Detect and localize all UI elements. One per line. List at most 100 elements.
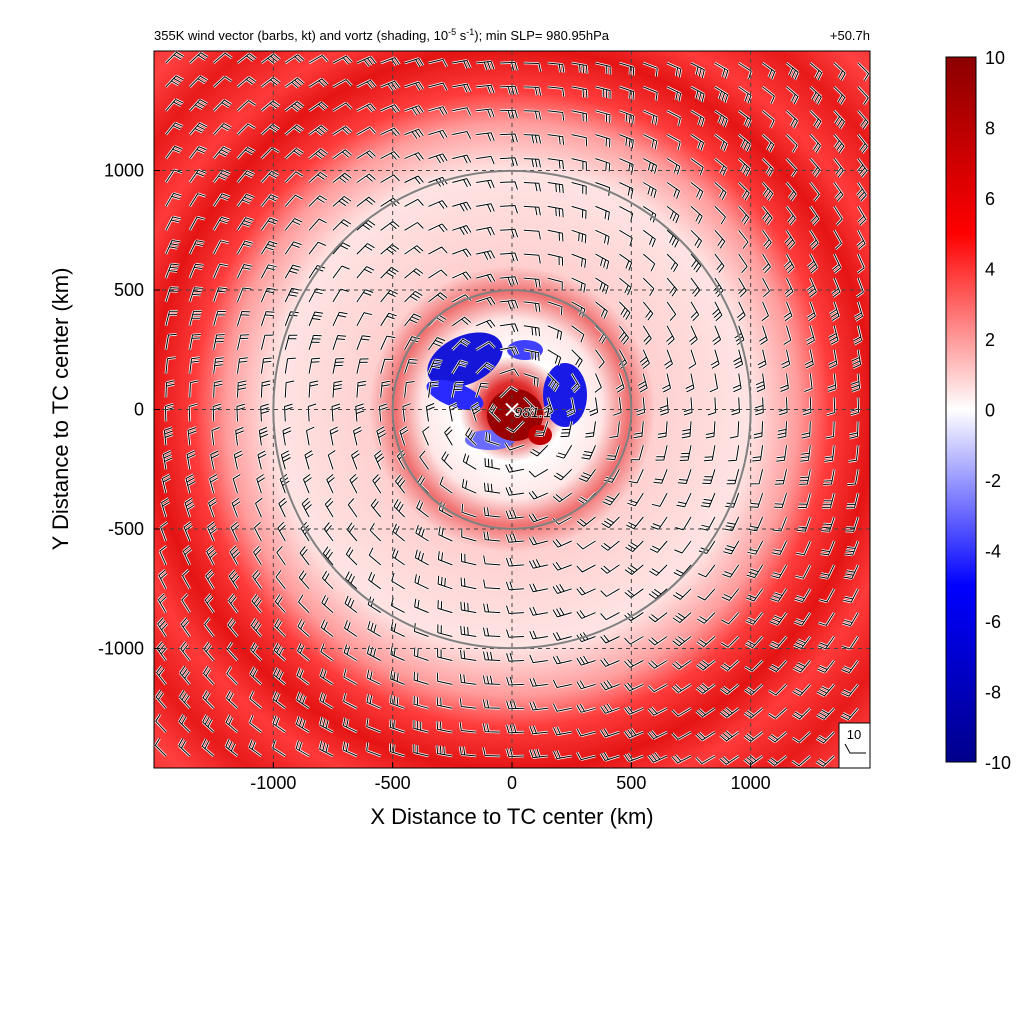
- wind-barb: [770, 564, 787, 579]
- wind-barb: [380, 380, 391, 398]
- wind-barb: [571, 373, 580, 393]
- wind-barb: [650, 516, 668, 530]
- wind-barb: [671, 731, 692, 740]
- wind-barb: [213, 287, 228, 303]
- wind-barb: [326, 474, 335, 494]
- wind-barb: [571, 158, 587, 171]
- wind-barb: [356, 335, 371, 350]
- wind-barb: [721, 588, 740, 601]
- wind-barb: [404, 381, 415, 398]
- wind-barb: [506, 605, 524, 614]
- wind-barb: [738, 110, 752, 128]
- wind-barb: [809, 134, 821, 153]
- wind-barb: [659, 397, 669, 416]
- wind-barb: [552, 584, 572, 594]
- wind-barb: [296, 667, 310, 685]
- wind-barb: [746, 588, 764, 602]
- wind-barb: [165, 145, 183, 159]
- wind-barb: [676, 492, 692, 508]
- wind-barb: [615, 373, 625, 393]
- wind-barb: [809, 230, 819, 250]
- wind-barb: [203, 642, 215, 661]
- wind-barb: [529, 701, 548, 711]
- wind-barb: [261, 170, 279, 183]
- wind-barb: [452, 225, 472, 235]
- min-slp-label: 981.1: [514, 405, 552, 422]
- wind-barb: [690, 277, 701, 297]
- wind-barb: [213, 76, 232, 88]
- wind-barb: [505, 510, 524, 520]
- wind-barb: [552, 538, 572, 548]
- wind-barb: [857, 134, 868, 154]
- wind-barb: [818, 612, 835, 626]
- wind-barb: [419, 450, 429, 470]
- wind-barb: [452, 201, 472, 212]
- wind-barb: [547, 301, 563, 315]
- wind-barb: [552, 631, 572, 641]
- wind-barb: [284, 357, 296, 374]
- wind-barb: [685, 373, 695, 393]
- wind-barb: [282, 426, 292, 446]
- wind-barb: [460, 601, 477, 614]
- wind-barb: [714, 158, 727, 176]
- wind-barb: [857, 86, 869, 105]
- wind-barb: [482, 675, 501, 685]
- wind-barb: [165, 192, 182, 207]
- wind-barb: [413, 695, 429, 709]
- wind-barb: [229, 545, 240, 566]
- wind-barb: [356, 56, 377, 67]
- wind-barb: [547, 62, 565, 73]
- wind-barb: [213, 310, 227, 326]
- wind-barb: [560, 421, 573, 438]
- wind-barb: [529, 725, 548, 735]
- wind-barb: [738, 158, 751, 177]
- wind-barb: [165, 310, 178, 326]
- wind-barb: [702, 469, 716, 485]
- wind-barb: [404, 313, 422, 327]
- wind-barb: [404, 81, 424, 91]
- wind-barb: [201, 738, 215, 757]
- wind-barb: [237, 123, 256, 135]
- wind-barb: [437, 600, 453, 614]
- wind-barb: [529, 630, 548, 640]
- wind-barb: [619, 134, 634, 149]
- wind-barb: [818, 588, 835, 603]
- wind-barb: [476, 273, 496, 283]
- wind-barb: [459, 722, 477, 733]
- wind-barb: [500, 61, 518, 71]
- wind-barb: [857, 110, 869, 130]
- wind-barb: [833, 134, 845, 154]
- wind-barb: [389, 719, 405, 733]
- wind-barb: [714, 110, 728, 128]
- wind-barb: [321, 570, 334, 590]
- wind-barb: [260, 240, 278, 255]
- wind-barb: [451, 381, 464, 398]
- wind-barb: [356, 150, 376, 160]
- colorbar-tick-label: 4: [985, 260, 995, 280]
- wind-barb: [841, 660, 859, 674]
- wind-barb: [674, 540, 692, 554]
- wind-barb: [189, 357, 200, 374]
- wind-barb: [237, 380, 247, 398]
- wind-barb: [792, 684, 811, 696]
- wind-barb: [179, 690, 191, 709]
- wind-barb: [260, 403, 270, 422]
- y-tick-label: 1000: [104, 161, 144, 181]
- wind-barb: [276, 545, 286, 566]
- wind-barb: [251, 594, 262, 613]
- wind-barb: [485, 432, 501, 446]
- wind-barb: [343, 668, 358, 685]
- wind-barb: [182, 545, 192, 566]
- wind-barb: [257, 450, 267, 470]
- wind-barb: [260, 357, 272, 374]
- wind-barb: [208, 497, 217, 518]
- wind-barb: [571, 110, 588, 122]
- wind-barb: [595, 158, 611, 172]
- colorbar-tick-label: -2: [985, 471, 1001, 491]
- wind-barb: [791, 755, 811, 767]
- wind-barb: [404, 222, 424, 231]
- wind-barb: [185, 474, 196, 494]
- wind-barb: [854, 301, 863, 322]
- wind-barb: [256, 474, 265, 494]
- wind-barb: [523, 134, 542, 144]
